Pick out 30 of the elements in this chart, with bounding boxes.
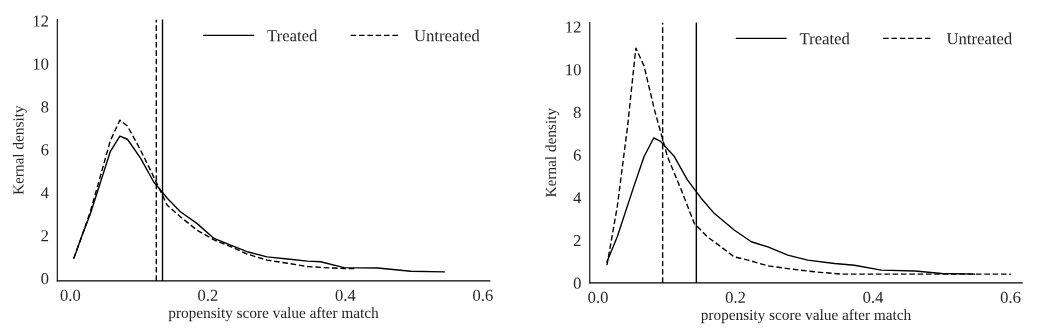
y-tick-label: 6	[41, 144, 49, 156]
x-tick-label: 0.4	[863, 291, 884, 304]
y-tick-label: 6	[573, 149, 581, 161]
legend-label: Untreated	[414, 29, 480, 42]
x-tick-label: 0.2	[198, 289, 218, 302]
x-axis-title: propensity score value after match	[701, 309, 911, 324]
x-tick-label: 0.2	[725, 291, 746, 304]
y-tick-label: 12	[33, 15, 49, 27]
legend-label: Treated	[799, 32, 850, 45]
y-tick-label: 12	[566, 21, 581, 33]
y-tick-label: 10	[33, 58, 49, 70]
y-axis-title: Kernal density	[545, 108, 560, 198]
legend-label: Untreated	[946, 32, 1012, 45]
y-tick-label: 8	[573, 106, 581, 119]
x-tick-label: 0.6	[1000, 291, 1021, 304]
y-tick-label: 2	[41, 230, 49, 242]
x-tick-label: 0.0	[60, 289, 81, 302]
y-tick-label: 8	[41, 101, 49, 113]
x-tick-label: 0.6	[473, 289, 493, 302]
y-axis-title: Kernal density	[12, 105, 27, 195]
x-tick-label: 0.0	[588, 291, 608, 304]
y-tick-label: 4	[573, 192, 582, 204]
y-tick-label: 4	[40, 187, 49, 199]
legend-label: Treated	[267, 29, 318, 42]
x-axis-title: propensity score value after match	[168, 307, 379, 322]
y-tick-label: 10	[566, 64, 581, 76]
x-tick-label: 0.4	[335, 289, 356, 302]
y-tick-label: 2	[573, 234, 581, 247]
y-tick-label: 0	[573, 277, 581, 289]
y-tick-label: 0	[41, 273, 49, 285]
